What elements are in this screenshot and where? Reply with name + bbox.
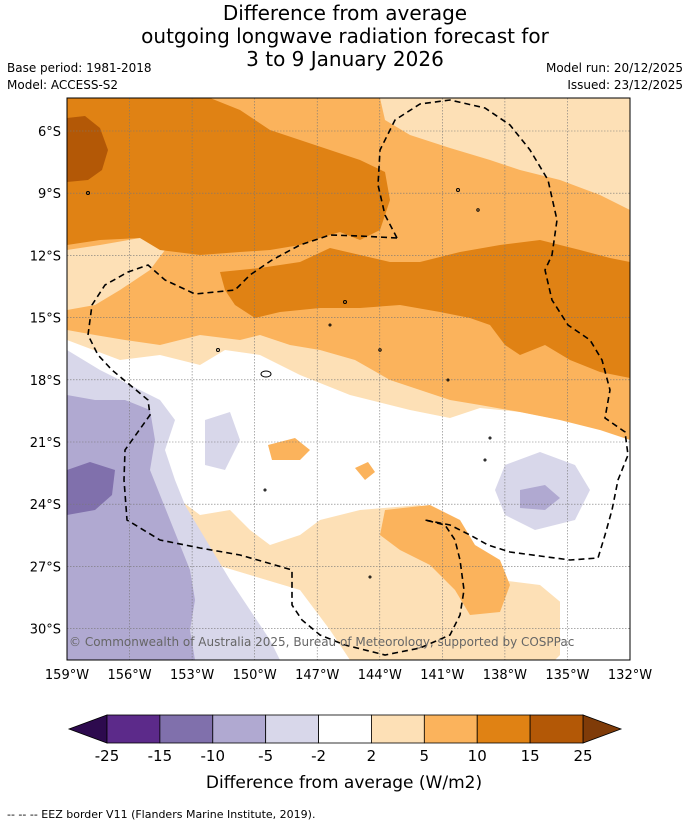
base-period-text: Base period: 1981-2018 bbox=[7, 61, 152, 75]
colorbar-segment bbox=[476, 714, 531, 744]
region-5-to-10-blob bbox=[268, 438, 310, 460]
model-run-text: Model run: 20/12/2025 bbox=[545, 61, 683, 75]
island-outline bbox=[328, 323, 332, 327]
colorbar-tick-label: 15 bbox=[521, 747, 540, 765]
latitude-label: 30°S bbox=[30, 623, 61, 638]
colorbar-tick-label: -2 bbox=[311, 747, 326, 765]
eez-borders bbox=[87, 99, 629, 656]
region-15-to-25 bbox=[67, 116, 108, 182]
island-outline bbox=[216, 348, 220, 352]
region-minus5-to-minus2-centre bbox=[205, 412, 240, 470]
islands bbox=[86, 188, 492, 579]
colorbar-tick-label: 5 bbox=[420, 747, 430, 765]
colorbar: -25 -15 -10 -5 -2 2 5 10 15 25 bbox=[67, 714, 623, 765]
region-5-to-10-south bbox=[380, 505, 510, 615]
island-outline bbox=[483, 458, 487, 462]
island-outline bbox=[456, 188, 460, 192]
island-outline bbox=[260, 370, 272, 378]
island-outline bbox=[446, 378, 450, 382]
longitude-labels: 159°W 156°W 153°W 150°W 147°W 144°W 141°W 138°W… bbox=[45, 668, 652, 683]
latitude-label: 15°S bbox=[30, 312, 61, 327]
region-minus10-to-minus5 bbox=[67, 395, 195, 660]
colorbar-extend-low bbox=[67, 714, 108, 744]
island-outline bbox=[368, 575, 372, 579]
island-outline bbox=[378, 348, 382, 352]
title-line-3: 3 to 9 January 2026 bbox=[246, 47, 444, 71]
island-outline bbox=[488, 436, 492, 440]
region-minus10-to-minus5-east bbox=[520, 485, 560, 510]
island-outline bbox=[476, 208, 480, 212]
island-outline bbox=[86, 191, 90, 195]
region-10-to-15-east bbox=[220, 240, 630, 378]
longitude-label: 138°W bbox=[483, 668, 527, 683]
model-text: Model: ACCESS-S2 bbox=[7, 78, 119, 92]
region-10-to-15-west bbox=[67, 212, 120, 235]
region-minus15-to-minus10 bbox=[67, 462, 115, 515]
latitude-label: 27°S bbox=[30, 560, 61, 575]
longitude-label: 159°W bbox=[45, 668, 89, 683]
longitude-label: 147°W bbox=[295, 668, 339, 683]
colorbar-segment bbox=[529, 714, 584, 744]
region-2-to-5-west bbox=[67, 238, 165, 310]
island-outline bbox=[263, 488, 267, 492]
colorbar-tick-label: -15 bbox=[148, 747, 173, 765]
region-neutral-east bbox=[560, 600, 630, 660]
map-frame bbox=[66, 97, 631, 661]
anomaly-field bbox=[67, 98, 630, 660]
title-line-1: Difference from average bbox=[222, 1, 468, 25]
eez-border-north bbox=[377, 99, 629, 561]
title-line-2: outgoing longwave radiation forecast for bbox=[141, 24, 549, 48]
colorbar-segment bbox=[106, 714, 161, 744]
colorbar-tick-label: -5 bbox=[258, 747, 273, 765]
longitude-label: 153°W bbox=[170, 668, 214, 683]
graticule bbox=[67, 98, 630, 660]
colorbar-tick-label: 2 bbox=[367, 747, 377, 765]
colorbar-title: Difference from average (W/m2) bbox=[206, 773, 482, 793]
island-outline bbox=[343, 300, 347, 304]
colorbar-segment bbox=[212, 714, 267, 744]
longitude-label: 141°W bbox=[420, 668, 464, 683]
colorbar-tick-label: -25 bbox=[95, 747, 120, 765]
colorbar-segment bbox=[318, 714, 372, 744]
region-5-to-10-small bbox=[355, 462, 375, 480]
latitude-label: 24°S bbox=[30, 498, 61, 513]
colorbar-tick-label: 10 bbox=[468, 747, 487, 765]
longitude-label: 150°W bbox=[233, 668, 277, 683]
latitude-labels: 6°S 9°S 12°S 15°S 18°S 21°S 24°S 27°S 30°S bbox=[30, 125, 61, 638]
region-10-to-15 bbox=[67, 98, 390, 255]
eez-footnote: -- -- -- EEZ border V11 (Flanders Marine… bbox=[7, 808, 316, 821]
latitude-label: 9°S bbox=[38, 187, 61, 202]
latitude-label: 12°S bbox=[30, 249, 61, 264]
colorbar-segment bbox=[423, 714, 478, 744]
issued-text: Issued: 23/12/2025 bbox=[567, 78, 683, 92]
colorbar-segment bbox=[371, 714, 425, 744]
longitude-label: 132°W bbox=[608, 668, 652, 683]
colorbar-tick-label: 25 bbox=[573, 747, 592, 765]
colorbar-extend-high bbox=[582, 714, 623, 744]
eez-border-central bbox=[87, 234, 465, 656]
latitude-label: 21°S bbox=[30, 436, 61, 451]
colorbar-tick-label: -10 bbox=[201, 747, 226, 765]
longitude-label: 135°W bbox=[545, 668, 589, 683]
meta-left: Base period: 1981-2018 Model: ACCESS-S2 bbox=[7, 60, 152, 94]
colorbar-segment bbox=[265, 714, 319, 744]
meta-right: Model run: 20/12/2025 Issued: 23/12/2025 bbox=[546, 60, 683, 94]
colorbar-segment bbox=[159, 714, 214, 744]
longitude-label: 144°W bbox=[358, 668, 402, 683]
map-title: Difference from average outgoing longwav… bbox=[0, 2, 690, 71]
latitude-label: 18°S bbox=[30, 374, 61, 389]
region-10-to-15-mid bbox=[305, 188, 360, 225]
longitude-label: 156°W bbox=[107, 668, 151, 683]
latitude-label: 6°S bbox=[38, 125, 61, 140]
copyright-text: © Commonwealth of Australia 2025, Bureau… bbox=[69, 635, 574, 649]
